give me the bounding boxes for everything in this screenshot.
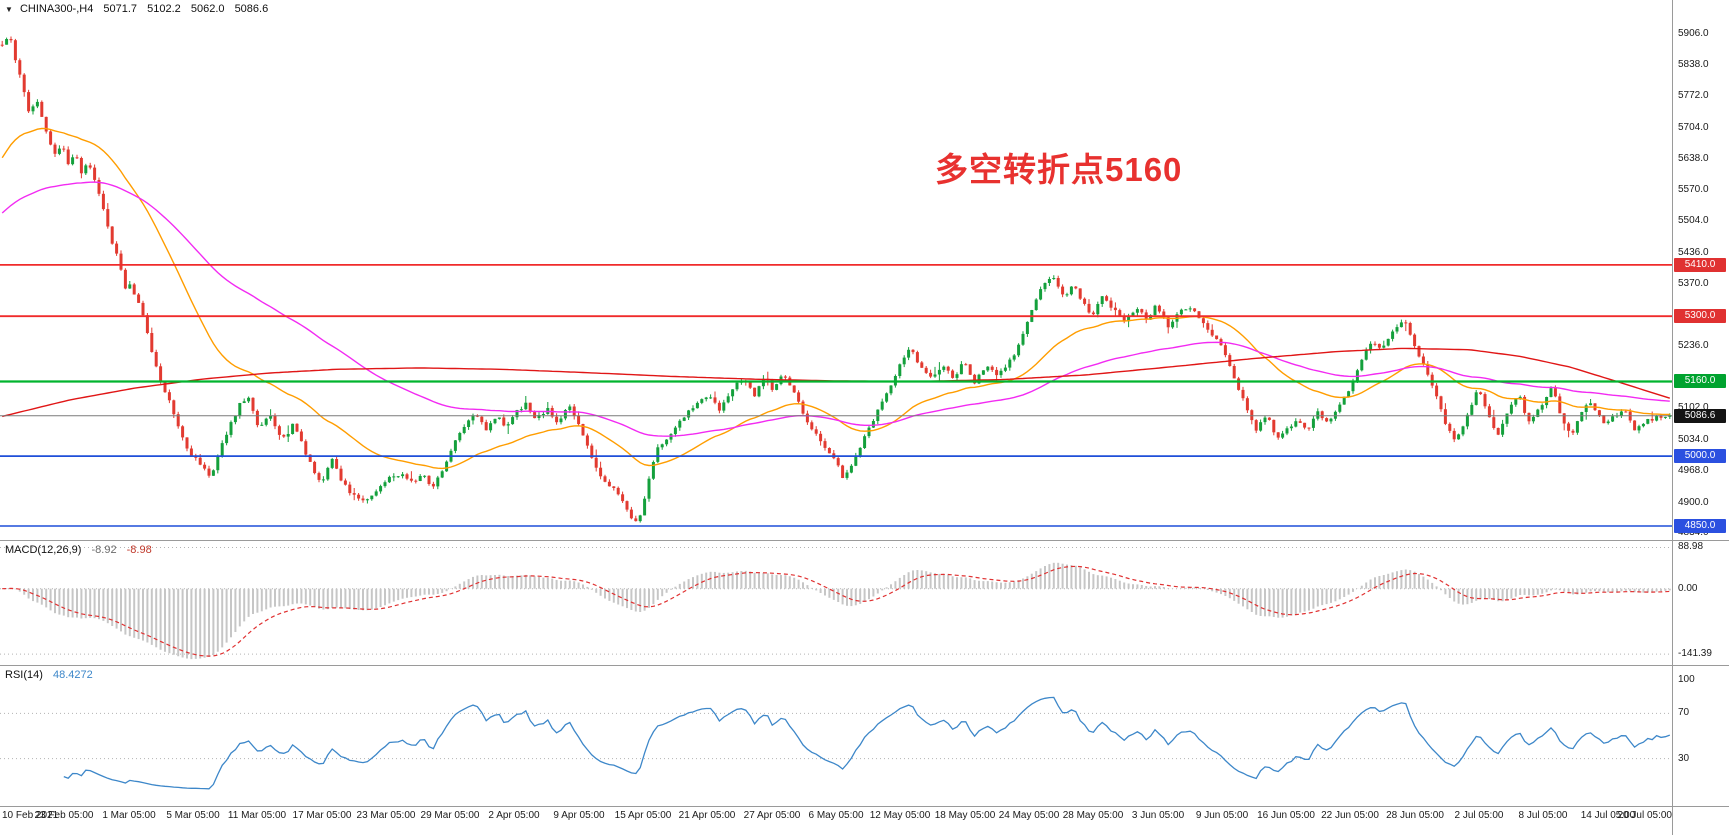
time-axis-label: 18 May 05:00 [934, 810, 996, 821]
time-axis-label: 23 Mar 05:00 [356, 810, 416, 821]
price-tick-label: 5504.0 [1678, 215, 1709, 226]
macd-tick-label: -141.39 [1678, 648, 1712, 659]
time-axis-label: 2 Apr 05:00 [488, 810, 540, 821]
ohlc-close-value: 5086.6 [234, 3, 269, 15]
price-axis-separator [1672, 0, 1673, 835]
panel-separator[interactable] [0, 665, 1729, 666]
time-axis-separator [0, 806, 1729, 807]
price-tick-label: 5638.0 [1678, 153, 1709, 164]
price-tick-label: 5838.0 [1678, 59, 1709, 70]
price-axis[interactable]: 5906.0 5838.0 5772.0 5704.0 5638.0 5570.0 5504… [1672, 0, 1729, 835]
time-axis-label: 12 May 05:00 [869, 810, 931, 821]
ohlc-open-value: 5071.7 [103, 3, 138, 15]
symbol-timeframe-label: CHINA300-,H4 [19, 3, 94, 15]
time-axis-label: 1 Mar 05:00 [102, 810, 156, 821]
price-tick-label: 5704.0 [1678, 122, 1709, 133]
macd-indicator-header: MACD(12,26,9) -8.92 -8.98 [5, 544, 152, 556]
time-axis-label: 9 Apr 05:00 [553, 810, 605, 821]
rsi-tick-label: 70 [1678, 707, 1690, 718]
price-tick-label: 4900.0 [1678, 497, 1709, 508]
macd-main-value: -8.92 [91, 544, 117, 556]
time-axis-label: 20 Jul 05:00 [1617, 810, 1673, 821]
rsi-indicator-header: RSI(14) 48.4272 [5, 669, 93, 681]
price-chart-canvas[interactable] [0, 0, 1672, 540]
time-axis-label: 29 Mar 05:00 [420, 810, 480, 821]
price-level-badge: 5000.0 [1674, 449, 1726, 463]
macd-panel-canvas[interactable] [0, 541, 1672, 665]
rsi-panel-canvas[interactable] [0, 666, 1672, 806]
price-tick-label: 5772.0 [1678, 90, 1709, 101]
price-level-badge: 5300.0 [1674, 309, 1726, 323]
price-tick-label: 5436.0 [1678, 247, 1709, 258]
macd-signal-value: -8.98 [126, 544, 152, 556]
rsi-title: RSI(14) [5, 669, 43, 681]
price-level-badge: 5086.6 [1674, 409, 1726, 423]
time-axis-label: 21 Apr 05:00 [678, 810, 736, 821]
price-tick-label: 5370.0 [1678, 278, 1709, 289]
time-axis-label: 11 Mar 05:00 [227, 810, 287, 821]
ohlc-high-value: 5102.2 [147, 3, 181, 15]
price-tick-label: 5236.0 [1678, 340, 1709, 351]
ohlc-low-value: 5062.0 [190, 3, 225, 15]
price-tick-label: 4968.0 [1678, 465, 1709, 476]
time-axis-label: 15 Apr 05:00 [614, 810, 672, 821]
time-axis-label: 10 Feb 2021 [2, 810, 59, 821]
macd-title: MACD(12,26,9) [5, 544, 82, 556]
time-axis-label: 27 Apr 05:00 [743, 810, 801, 821]
time-axis-label: 9 Jun 05:00 [1195, 810, 1249, 821]
price-tick-label: 5570.0 [1678, 184, 1709, 195]
time-axis-label: 22 Jun 05:00 [1321, 810, 1379, 821]
price-level-badge: 5410.0 [1674, 258, 1726, 272]
time-axis-label: 14 Jul 05:00 [1580, 810, 1636, 821]
price-tick-label: 5102.0 [1678, 402, 1709, 413]
time-axis-label: 2 Jul 05:00 [1454, 810, 1504, 821]
time-axis-label: 5 Mar 05:00 [166, 810, 220, 821]
time-axis-label: 6 May 05:00 [808, 810, 864, 821]
panel-separator[interactable] [0, 540, 1729, 541]
time-axis-label: 28 May 05:00 [1062, 810, 1124, 821]
chart-header: ▼ CHINA300-,H4 5071.7 5102.2 5062.0 5086… [5, 3, 268, 15]
time-axis-label: 17 Mar 05:00 [292, 810, 352, 821]
macd-tick-label: 0.00 [1678, 583, 1698, 594]
chart-annotation-text: 多空转折点5160 [935, 151, 1183, 188]
time-axis-label: 16 Jun 05:00 [1257, 810, 1315, 821]
time-axis-label: 24 May 05:00 [998, 810, 1060, 821]
rsi-tick-label: 100 [1678, 674, 1695, 685]
time-axis-label: 23 Feb 05:00 [34, 810, 94, 821]
rsi-value: 48.4272 [52, 669, 93, 681]
price-level-badge: 4850.0 [1674, 519, 1726, 533]
time-axis[interactable]: 10 Feb 2021 23 Feb 05:00 1 Mar 05:00 5 Mar … [0, 808, 1729, 835]
time-axis-label: 8 Jul 05:00 [1518, 810, 1568, 821]
symbol-dropdown-icon[interactable]: ▼ [5, 4, 13, 14]
time-axis-label: 28 Jun 05:00 [1386, 810, 1444, 821]
macd-tick-label: 88.98 [1678, 541, 1704, 552]
price-tick-label: 5034.0 [1678, 434, 1709, 445]
price-tick-label: 5906.0 [1678, 28, 1709, 39]
time-axis-label: 3 Jun 05:00 [1131, 810, 1185, 821]
price-level-badge: 5160.0 [1674, 374, 1726, 388]
rsi-tick-label: 30 [1678, 753, 1690, 764]
